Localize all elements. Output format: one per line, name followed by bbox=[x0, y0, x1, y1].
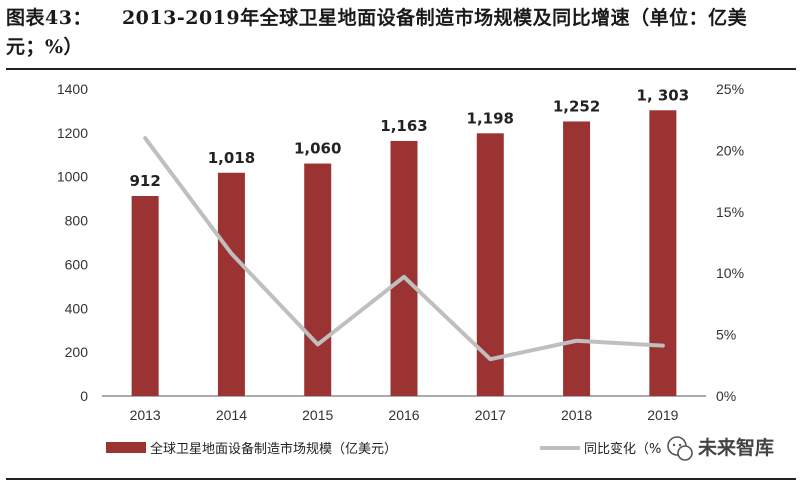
bar bbox=[563, 121, 591, 396]
data-labels: 912 1,018 1,060 1,163 1,198 1,252 1, 303 bbox=[129, 86, 689, 190]
y-right-tick-label: 10% bbox=[716, 265, 744, 281]
y-left-tick-label: 200 bbox=[65, 344, 89, 360]
y-left-tick-label: 1200 bbox=[57, 125, 88, 141]
y-right-tick-label: 15% bbox=[716, 204, 744, 220]
bar bbox=[217, 172, 245, 396]
bar-value-label: 1,163 bbox=[380, 117, 427, 135]
bar-value-label: 1,198 bbox=[467, 109, 514, 127]
chart-title: 图表43： 2013-2019年全球卫星地面设备制造市场规模及同比增速（单位：亿美… bbox=[6, 4, 798, 62]
watermark-text: 未来智库 bbox=[697, 436, 774, 459]
bar-series bbox=[131, 110, 677, 396]
line-series bbox=[143, 136, 665, 362]
bar-value-label: 1,060 bbox=[294, 140, 341, 158]
bottom-divider bbox=[6, 478, 796, 480]
y-left-tick-label: 800 bbox=[65, 213, 89, 229]
y-left-tick-label: 400 bbox=[65, 300, 89, 316]
x-tick-label: 2015 bbox=[302, 407, 333, 423]
y-right-tick-label: 25% bbox=[716, 81, 744, 97]
x-tick-label: 2018 bbox=[561, 407, 592, 423]
legend-bar-label: 全球卫星地面设备制造市场规模（亿美元） bbox=[150, 441, 397, 457]
wechat-icon bbox=[667, 436, 693, 461]
title-line-1: 2013-2019年全球卫星地面设备制造市场规模及同比增速（单位：亿美 bbox=[121, 7, 748, 29]
bar-value-label: 912 bbox=[129, 172, 160, 190]
bar bbox=[131, 196, 159, 396]
x-tick-label: 2016 bbox=[388, 407, 419, 423]
y-right-tick-label: 0% bbox=[716, 388, 736, 404]
title-divider bbox=[6, 68, 796, 70]
y-left-axis: 0 200 400 600 800 1000 1200 1400 bbox=[57, 81, 88, 404]
y-left-tick-label: 600 bbox=[65, 256, 89, 272]
x-tick-label: 2019 bbox=[647, 407, 678, 423]
y-right-tick-label: 5% bbox=[716, 327, 736, 343]
y-right-axis: 0% 5% 10% 15% 20% 25% bbox=[716, 81, 744, 404]
bar-value-label: 1, 303 bbox=[637, 86, 690, 104]
bar bbox=[649, 110, 677, 396]
x-tick-label: 2014 bbox=[216, 407, 247, 423]
bar-value-label: 1,252 bbox=[553, 97, 600, 115]
y-left-tick-label: 1000 bbox=[57, 169, 88, 185]
bar-value-label: 1,018 bbox=[208, 149, 255, 167]
y-left-tick-label: 0 bbox=[80, 388, 88, 404]
figure-label: 图表43： bbox=[6, 7, 92, 29]
x-axis: 2013 2014 2015 2016 2017 2018 2019 bbox=[130, 407, 679, 423]
legend-bar-swatch bbox=[106, 442, 146, 453]
legend: 全球卫星地面设备制造市场规模（亿美元） 同比变化（% bbox=[106, 441, 661, 457]
bar bbox=[304, 163, 332, 396]
x-tick-label: 2017 bbox=[475, 407, 506, 423]
y-left-tick-label: 1400 bbox=[57, 81, 88, 97]
watermark: 未来智库 bbox=[667, 436, 774, 461]
legend-line-label: 同比变化（% bbox=[584, 441, 661, 457]
x-tick-label: 2013 bbox=[130, 407, 161, 423]
title-line-2: 元；%） bbox=[6, 36, 84, 58]
y-right-tick-label: 20% bbox=[716, 142, 744, 158]
bar bbox=[390, 140, 418, 396]
